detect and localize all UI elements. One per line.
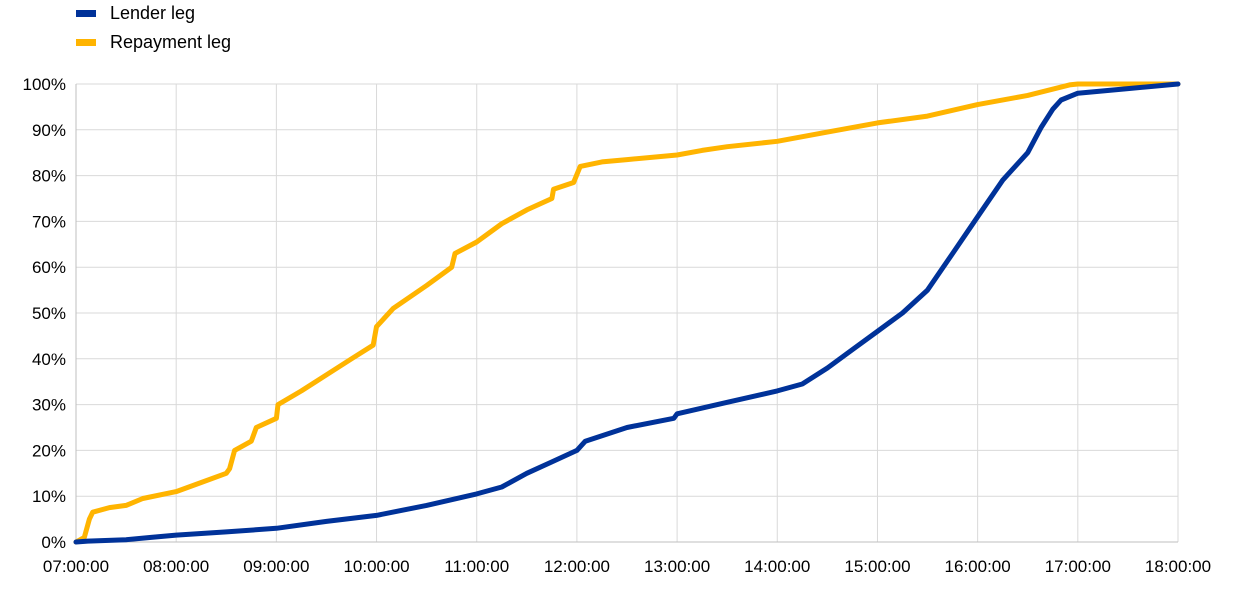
x-tick-label: 12:00:00 (544, 557, 610, 576)
series-line-lender-leg (73, 81, 1181, 545)
x-tick-label: 11:00:00 (444, 557, 509, 576)
y-tick-label: 20% (32, 441, 66, 460)
x-tick-label: 08:00:00 (143, 557, 209, 576)
x-tick-label: 14:00:00 (744, 557, 810, 576)
legend: Lender leg Repayment leg (76, 3, 231, 52)
x-tick-label: 16:00:00 (945, 557, 1011, 576)
y-tick-label: 10% (32, 487, 66, 506)
axes: 0% 10% 20% 30% 40% 50% 60% 70% 80% 90% 100% 07:00:0… (23, 75, 1212, 576)
legend-swatch (76, 10, 96, 17)
series-line-repayment-leg (73, 81, 1181, 545)
y-tick-label: 60% (32, 258, 66, 277)
x-tick-label: 07:00:00 (43, 557, 109, 576)
y-tick-label: 80% (32, 167, 66, 186)
x-tick-label: 10:00:00 (343, 557, 409, 576)
y-tick-label: 0% (41, 533, 66, 552)
legend-swatch (76, 39, 96, 46)
y-tick-label: 40% (32, 350, 66, 369)
x-tick-label: 17:00:00 (1045, 557, 1111, 576)
y-tick-label: 70% (32, 212, 66, 231)
legend-label: Lender leg (110, 3, 195, 23)
series-lines (73, 81, 1181, 545)
grid (76, 83, 1179, 542)
y-tick-label: 30% (32, 396, 66, 415)
x-tick-label: 15:00:00 (844, 557, 910, 576)
legend-label: Repayment leg (110, 32, 231, 52)
x-tick-label: 09:00:00 (243, 557, 309, 576)
y-tick-label: 90% (32, 121, 66, 140)
y-tick-label: 100% (23, 75, 66, 94)
x-tick-label: 18:00:00 (1145, 557, 1211, 576)
x-tick-label: 13:00:00 (644, 557, 710, 576)
y-tick-label: 50% (32, 304, 66, 323)
